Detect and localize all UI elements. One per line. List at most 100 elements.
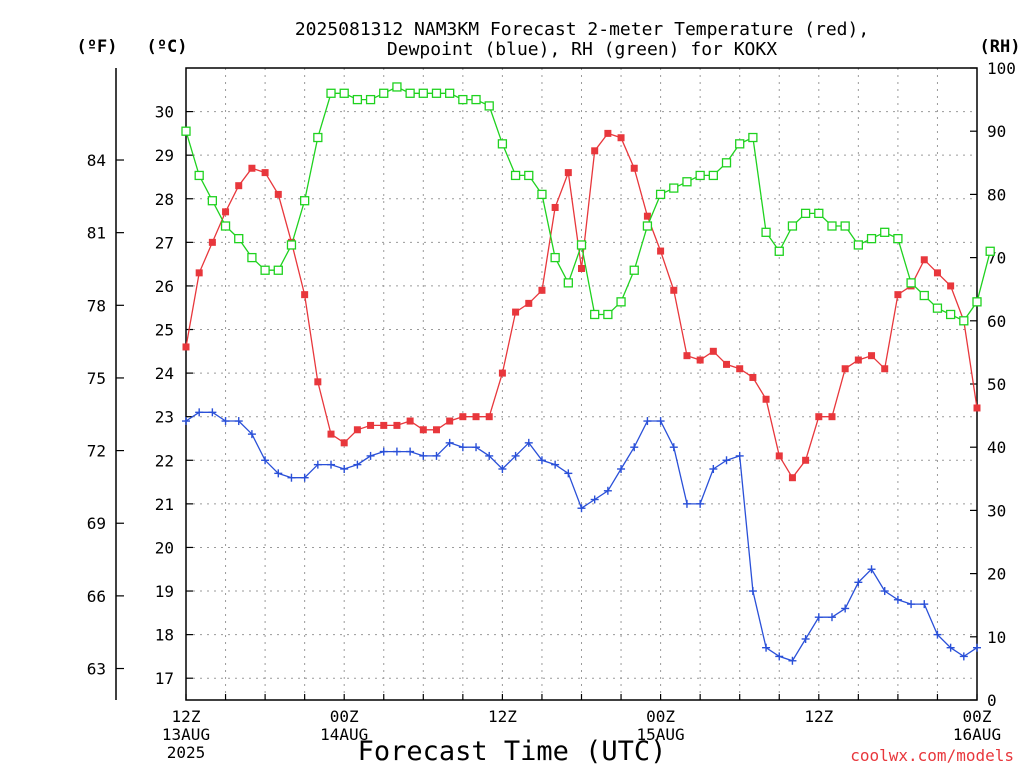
time-tick-label: 16AUG	[953, 725, 1001, 744]
data-point-dewpoint_c	[907, 600, 916, 609]
data-point-temperature_c	[314, 378, 322, 386]
data-point-rh_pct	[550, 252, 560, 263]
data-point-rh_pct	[484, 101, 494, 111]
data-point-temperature_c	[551, 203, 559, 211]
data-point-rh_pct	[616, 297, 626, 307]
data-point-dewpoint_c	[195, 408, 204, 417]
celsius-tick-label: 23	[155, 408, 174, 427]
rh-tick-label: 100	[987, 59, 1016, 78]
data-point-dewpoint_c	[313, 460, 322, 469]
data-point-temperature_c	[182, 343, 190, 351]
data-point-dewpoint_c	[933, 630, 942, 639]
data-point-dewpoint_c	[827, 613, 836, 622]
data-point-rh_pct	[299, 196, 310, 206]
data-point-rh_pct	[537, 189, 547, 200]
data-point-dewpoint_c	[722, 456, 731, 465]
data-point-temperature_c	[881, 365, 889, 373]
data-point-temperature_c	[432, 426, 440, 434]
data-point-temperature_c	[367, 421, 375, 429]
celsius-tick-label: 28	[155, 190, 174, 209]
data-point-dewpoint_c	[379, 447, 388, 456]
data-point-dewpoint_c	[208, 408, 217, 417]
data-point-rh_pct	[418, 88, 428, 98]
data-point-dewpoint_c	[709, 464, 718, 473]
data-point-dewpoint_c	[946, 643, 955, 652]
data-point-rh_pct	[247, 252, 257, 263]
data-point-rh_pct	[721, 158, 732, 168]
chart-title-line1: 2025081312 NAM3KM Forecast 2-meter Tempe…	[295, 19, 869, 40]
data-point-temperature_c	[630, 164, 638, 172]
rh-tick-label: 40	[987, 438, 1006, 457]
time-tick-label: 00Z	[646, 707, 675, 726]
data-point-dewpoint_c	[432, 451, 441, 460]
data-point-rh_pct	[893, 233, 903, 244]
fahrenheit-tick-label: 69	[87, 514, 106, 533]
data-point-dewpoint_c	[511, 451, 520, 460]
data-point-temperature_c	[222, 208, 230, 216]
data-point-dewpoint_c	[973, 643, 981, 652]
data-point-dewpoint_c	[327, 460, 336, 469]
data-point-temperature_c	[933, 269, 941, 277]
fahrenheit-tick-label: 75	[87, 369, 106, 388]
data-point-rh_pct	[234, 233, 244, 244]
data-point-temperature_c	[512, 308, 520, 316]
data-point-temperature_c	[446, 417, 454, 425]
data-point-rh_pct	[695, 170, 705, 181]
data-point-temperature_c	[973, 404, 981, 412]
data-point-temperature_c	[419, 426, 427, 434]
data-point-rh_pct	[207, 196, 218, 206]
data-point-dewpoint_c	[682, 499, 691, 508]
celsius-tick-label: 24	[155, 364, 174, 383]
data-point-rh_pct	[339, 88, 349, 98]
data-point-temperature_c	[683, 352, 691, 360]
data-point-dewpoint_c	[748, 587, 757, 596]
data-point-rh_pct	[985, 246, 995, 256]
data-point-dewpoint_c	[762, 643, 771, 652]
rh-unit-label: (RH)	[980, 37, 1021, 57]
data-point-temperature_c	[459, 413, 467, 421]
data-point-rh_pct	[313, 132, 323, 143]
data-point-dewpoint_c	[551, 460, 560, 469]
chart-title-line2: Dewpoint (blue), RH (green) for KOKX	[387, 39, 777, 60]
rh-tick-label: 60	[987, 312, 1006, 331]
data-point-dewpoint_c	[537, 456, 546, 465]
fahrenheit-tick-label: 81	[87, 224, 106, 243]
data-point-temperature_c	[525, 299, 533, 307]
data-point-rh_pct	[682, 177, 692, 187]
data-point-rh_pct	[972, 297, 982, 307]
data-point-temperature_c	[802, 456, 810, 464]
celsius-tick-label: 22	[155, 451, 174, 470]
data-point-rh_pct	[814, 208, 824, 219]
data-point-temperature_c	[564, 169, 572, 177]
data-point-dewpoint_c	[234, 417, 243, 426]
data-point-rh_pct	[629, 265, 639, 275]
data-point-rh_pct	[524, 170, 534, 181]
data-point-dewpoint_c	[274, 469, 283, 478]
data-point-temperature_c	[749, 373, 757, 381]
data-point-rh_pct	[273, 265, 283, 275]
data-point-temperature_c	[248, 164, 256, 172]
data-point-temperature_c	[696, 356, 704, 364]
celsius-tick-label: 19	[155, 582, 174, 601]
data-point-dewpoint_c	[287, 473, 296, 482]
celsius-tick-label: 25	[155, 321, 174, 340]
data-point-dewpoint_c	[669, 443, 678, 452]
fahrenheit-axis: 84 81 78 75 72 69 66 63	[87, 68, 124, 700]
data-point-temperature_c	[868, 352, 876, 360]
data-point-dewpoint_c	[340, 464, 349, 473]
celsius-tick-label: 20	[155, 538, 174, 557]
data-point-dewpoint_c	[419, 451, 428, 460]
time-tick-label: 00Z	[330, 707, 359, 726]
data-point-temperature_c	[828, 413, 836, 421]
time-tick-label: 12Z	[172, 707, 201, 726]
data-point-temperature_c	[762, 395, 770, 403]
data-point-rh_pct	[260, 265, 270, 275]
celsius-tick-label: 27	[155, 233, 174, 252]
data-point-dewpoint_c	[221, 417, 230, 426]
data-point-dewpoint_c	[801, 634, 810, 643]
data-point-rh_pct	[194, 170, 204, 181]
data-point-temperature_c	[578, 264, 585, 272]
time-tick-label: 13AUG	[162, 725, 210, 744]
